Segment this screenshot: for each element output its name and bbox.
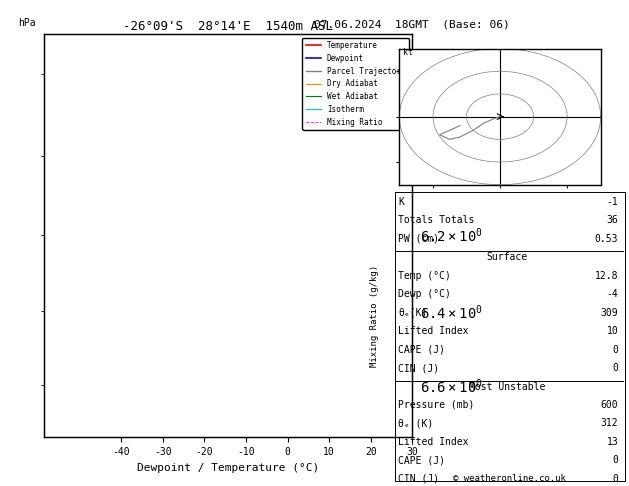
Text: Temp (°C): Temp (°C) [398,271,451,281]
Text: Lifted Index: Lifted Index [398,437,469,447]
Text: 12.8: 12.8 [595,271,618,281]
Text: 309: 309 [601,308,618,318]
Text: Totals Totals: Totals Totals [398,215,474,226]
Text: Lifted Index: Lifted Index [398,326,469,336]
Text: 36: 36 [606,215,618,226]
Text: θₑ(K): θₑ(K) [398,308,428,318]
Text: -1: -1 [606,197,618,207]
Text: CAPE (J): CAPE (J) [398,345,445,355]
Text: -4: -4 [606,289,618,299]
Text: 13: 13 [606,437,618,447]
Text: 0: 0 [613,363,618,373]
Text: 0: 0 [613,474,618,484]
Text: 07.06.2024  18GMT  (Base: 06): 07.06.2024 18GMT (Base: 06) [314,19,510,30]
Text: 312: 312 [601,418,618,429]
Text: 0.53: 0.53 [595,234,618,244]
Text: Dewp (°C): Dewp (°C) [398,289,451,299]
Text: K: K [398,197,404,207]
Text: CIN (J): CIN (J) [398,363,439,373]
Text: CAPE (J): CAPE (J) [398,455,445,466]
Text: 600: 600 [601,400,618,410]
Text: kt: kt [403,49,413,57]
Text: CIN (J): CIN (J) [398,474,439,484]
Legend: Temperature, Dewpoint, Parcel Trajectory, Dry Adiabat, Wet Adiabat, Isotherm, Mi: Temperature, Dewpoint, Parcel Trajectory… [303,38,409,130]
Text: PW (cm): PW (cm) [398,234,439,244]
Text: Mixing Ratio (g/kg): Mixing Ratio (g/kg) [370,265,379,367]
Text: 0: 0 [613,345,618,355]
Text: hPa: hPa [18,18,36,28]
Text: Most Unstable: Most Unstable [469,382,545,392]
Text: © weatheronline.co.uk: © weatheronline.co.uk [453,474,566,483]
X-axis label: Dewpoint / Temperature (°C): Dewpoint / Temperature (°C) [137,463,320,473]
Text: Pressure (mb): Pressure (mb) [398,400,474,410]
Text: Surface: Surface [487,252,528,262]
Text: 10: 10 [606,326,618,336]
Title: -26°09'S  28°14'E  1540m ASL: -26°09'S 28°14'E 1540m ASL [123,20,333,33]
Text: θₑ (K): θₑ (K) [398,418,433,429]
Text: 0: 0 [613,455,618,466]
